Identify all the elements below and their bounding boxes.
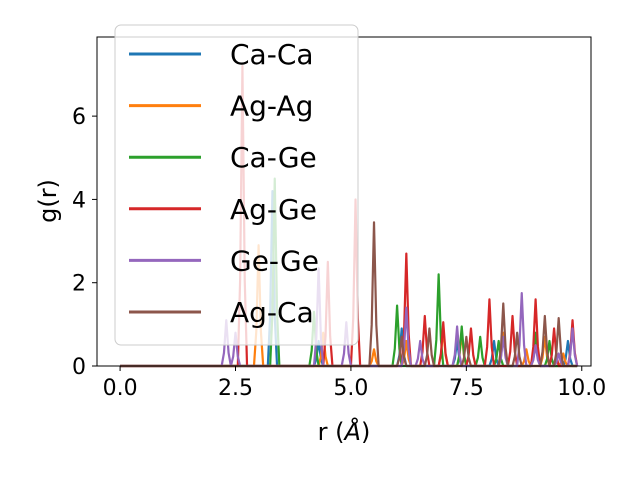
y-tick-label: 4 xyxy=(72,188,86,213)
y-axis-ticks: 0 2 4 6 xyxy=(72,105,97,380)
legend-label-ag-ge: Ag-Ge xyxy=(230,193,317,226)
y-tick-label: 0 xyxy=(72,355,86,380)
legend: Ca-Ca Ag-Ag Ca-Ge Ag-Ge Ge-Ge Ag-Ca xyxy=(114,24,359,346)
x-tick-label: 2.5 xyxy=(218,376,253,401)
legend-label-ge-ge: Ge-Ge xyxy=(230,244,319,277)
y-axis-label: g(r) xyxy=(34,179,62,223)
x-tick-label: 7.5 xyxy=(449,376,484,401)
legend-label-ca-ge: Ca-Ge xyxy=(230,141,317,174)
x-tick-label: 5.0 xyxy=(333,376,368,401)
x-axis-label-unit: Å xyxy=(343,417,361,446)
legend-label-ag-ag: Ag-Ag xyxy=(230,90,313,123)
y-tick-label: 2 xyxy=(72,272,86,297)
x-tick-label: 0.0 xyxy=(103,376,138,401)
legend-label-ca-ca: Ca-Ca xyxy=(230,38,314,71)
x-tick-label: 10.0 xyxy=(557,376,606,401)
legend-label-ag-ca: Ag-Ca xyxy=(230,296,314,329)
x-axis-ticks: 0.0 2.5 5.0 7.5 10.0 xyxy=(103,366,606,401)
x-axis-label-close: ) xyxy=(361,418,370,446)
y-tick-label: 6 xyxy=(72,105,86,130)
x-axis-label-text: r ( xyxy=(318,418,345,446)
x-axis-label: r (Å) xyxy=(318,417,371,446)
